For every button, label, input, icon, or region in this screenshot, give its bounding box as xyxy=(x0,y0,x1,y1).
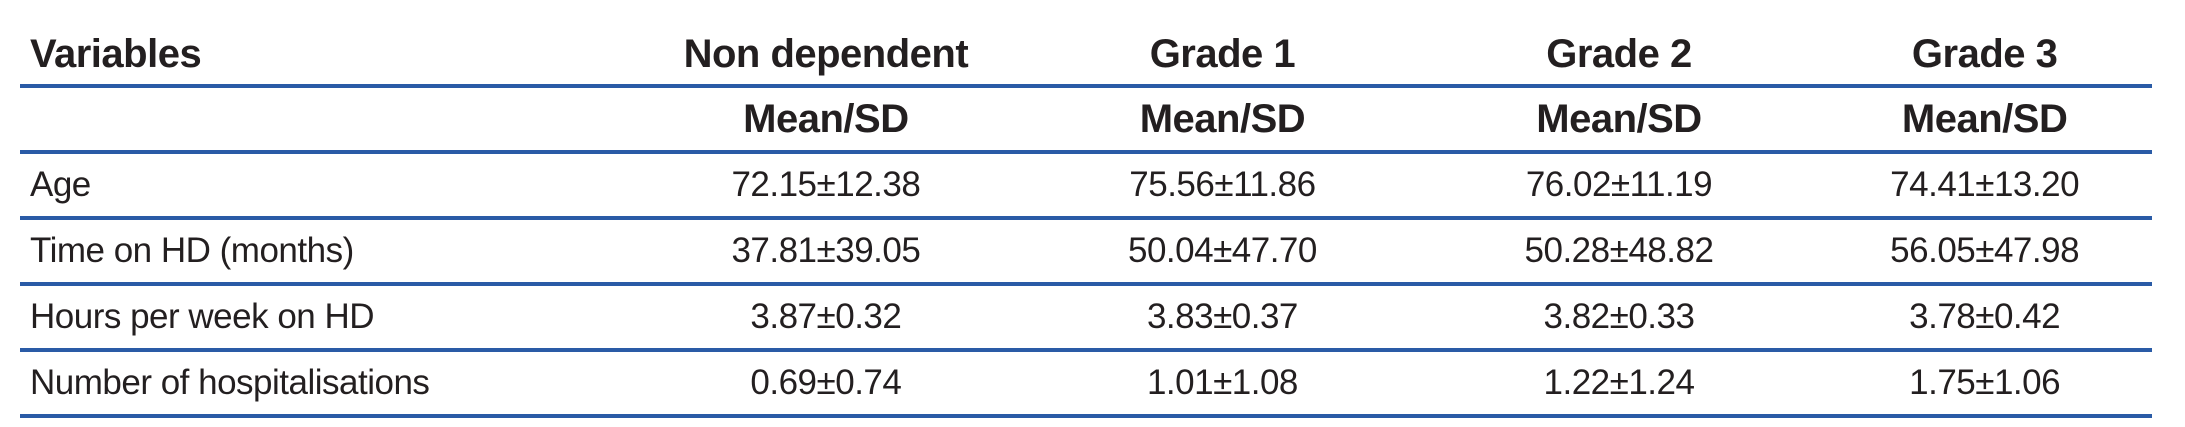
cell-mean-sd: 76.02±11.19 xyxy=(1420,152,1818,220)
table-row-hospitalisations: Number of hospitalisations 0.69±0.74 1.0… xyxy=(20,350,2152,418)
subheader-mean-sd: Mean/SD xyxy=(1817,86,2152,154)
row-label: Number of hospitalisations xyxy=(20,350,628,418)
descriptive-statistics-table: Variables Non dependent Grade 1 Grade 2 … xyxy=(20,24,2152,418)
subheader-mean-sd: Mean/SD xyxy=(627,86,1025,154)
cell-mean-sd: 56.05±47.98 xyxy=(1817,218,2152,286)
statistics-table-container: Variables Non dependent Grade 1 Grade 2 … xyxy=(20,24,2152,418)
cell-mean-sd: 1.01±1.08 xyxy=(1024,350,1421,418)
subheader-mean-sd: Mean/SD xyxy=(1024,86,1421,154)
column-header-grade-1: Grade 1 xyxy=(1024,24,1421,88)
cell-mean-sd: 0.69±0.74 xyxy=(627,350,1025,418)
table-row-age: Age 72.15±12.38 75.56±11.86 76.02±11.19 … xyxy=(20,152,2152,220)
cell-mean-sd: 37.81±39.05 xyxy=(627,218,1025,286)
cell-mean-sd: 50.28±48.82 xyxy=(1420,218,1818,286)
cell-mean-sd: 3.83±0.37 xyxy=(1024,284,1421,352)
cell-mean-sd: 72.15±12.38 xyxy=(627,152,1025,220)
subheader-mean-sd: Mean/SD xyxy=(1420,86,1818,154)
table-row-hours-per-week: Hours per week on HD 3.87±0.32 3.83±0.37… xyxy=(20,284,2152,352)
column-header-grade-3: Grade 3 xyxy=(1817,24,2152,88)
row-label: Hours per week on HD xyxy=(20,284,628,352)
cell-mean-sd: 74.41±13.20 xyxy=(1817,152,2152,220)
subheader-empty-cell xyxy=(20,86,628,154)
row-label: Age xyxy=(20,152,628,220)
table-row-time-on-hd: Time on HD (months) 37.81±39.05 50.04±47… xyxy=(20,218,2152,286)
cell-mean-sd: 1.75±1.06 xyxy=(1817,350,2152,418)
header-row: Variables Non dependent Grade 1 Grade 2 … xyxy=(20,24,2152,88)
cell-mean-sd: 50.04±47.70 xyxy=(1024,218,1421,286)
column-header-variables: Variables xyxy=(20,24,628,88)
column-header-grade-2: Grade 2 xyxy=(1420,24,1818,88)
cell-mean-sd: 3.87±0.32 xyxy=(627,284,1025,352)
row-label: Time on HD (months) xyxy=(20,218,628,286)
cell-mean-sd: 3.78±0.42 xyxy=(1817,284,2152,352)
cell-mean-sd: 3.82±0.33 xyxy=(1420,284,1818,352)
cell-mean-sd: 1.22±1.24 xyxy=(1420,350,1818,418)
cell-mean-sd: 75.56±11.86 xyxy=(1024,152,1421,220)
column-header-non-dependent: Non dependent xyxy=(627,24,1025,88)
subheader-row: Mean/SD Mean/SD Mean/SD Mean/SD xyxy=(20,86,2152,154)
